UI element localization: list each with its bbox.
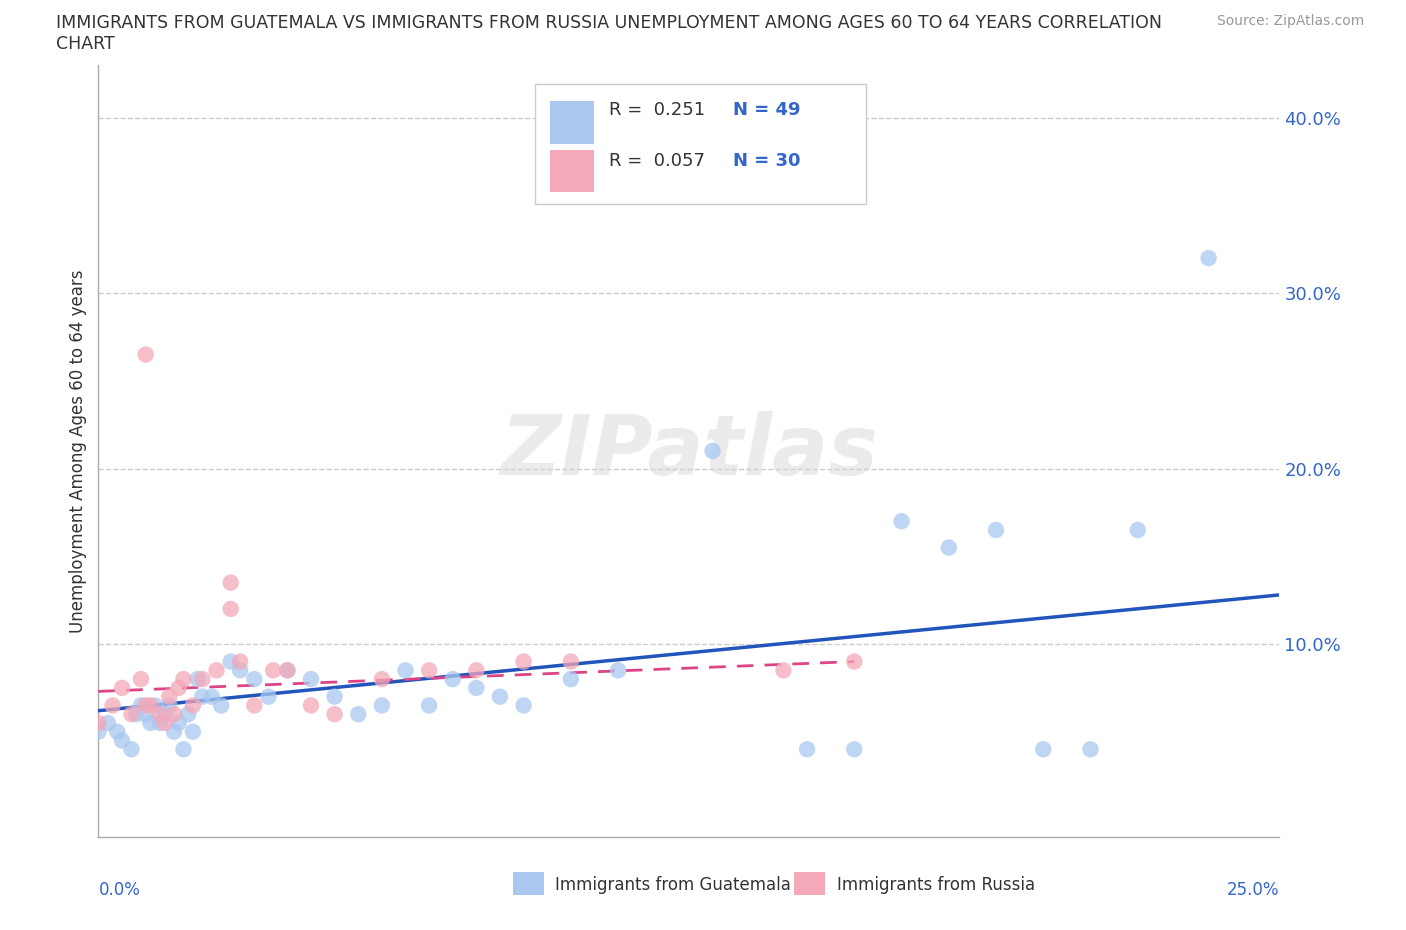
Point bbox=[111, 681, 134, 696]
Point bbox=[87, 715, 110, 730]
Point bbox=[489, 689, 512, 704]
Text: 25.0%: 25.0% bbox=[1227, 881, 1279, 899]
Point bbox=[257, 689, 280, 704]
Point bbox=[772, 663, 794, 678]
Point bbox=[938, 540, 960, 555]
FancyBboxPatch shape bbox=[536, 85, 866, 204]
Point bbox=[121, 707, 143, 722]
Text: CHART: CHART bbox=[56, 35, 115, 53]
Text: IMMIGRANTS FROM GUATEMALA VS IMMIGRANTS FROM RUSSIA UNEMPLOYMENT AMONG AGES 60 T: IMMIGRANTS FROM GUATEMALA VS IMMIGRANTS … bbox=[56, 14, 1163, 32]
Point bbox=[167, 715, 190, 730]
Point bbox=[560, 671, 582, 686]
Point bbox=[219, 654, 242, 669]
Point bbox=[172, 742, 194, 757]
Point bbox=[276, 663, 298, 678]
Point bbox=[157, 689, 180, 704]
Point bbox=[157, 698, 180, 713]
FancyBboxPatch shape bbox=[550, 150, 595, 193]
Point bbox=[101, 698, 124, 713]
Y-axis label: Unemployment Among Ages 60 to 64 years: Unemployment Among Ages 60 to 64 years bbox=[69, 270, 87, 632]
Point bbox=[139, 715, 162, 730]
Point bbox=[143, 698, 166, 713]
Point bbox=[139, 698, 162, 713]
Point bbox=[1080, 742, 1102, 757]
Point bbox=[299, 671, 322, 686]
Text: Immigrants from Russia: Immigrants from Russia bbox=[837, 876, 1035, 895]
Point bbox=[347, 707, 370, 722]
Point bbox=[167, 681, 190, 696]
Point bbox=[209, 698, 232, 713]
Point bbox=[163, 707, 186, 722]
Text: Immigrants from Guatemala: Immigrants from Guatemala bbox=[555, 876, 792, 895]
Point bbox=[219, 575, 242, 590]
Point bbox=[87, 724, 110, 739]
FancyBboxPatch shape bbox=[550, 101, 595, 144]
Point bbox=[796, 742, 818, 757]
Point bbox=[607, 663, 630, 678]
Text: N = 49: N = 49 bbox=[733, 101, 800, 119]
Point bbox=[844, 742, 866, 757]
Point bbox=[219, 602, 242, 617]
Point bbox=[418, 698, 440, 713]
Point bbox=[111, 733, 134, 748]
Point bbox=[702, 444, 724, 458]
Point bbox=[243, 671, 266, 686]
Point bbox=[135, 347, 157, 362]
Point bbox=[441, 671, 464, 686]
Point bbox=[135, 698, 157, 713]
Point bbox=[323, 689, 346, 704]
Point bbox=[560, 654, 582, 669]
Point bbox=[1126, 523, 1149, 538]
Point bbox=[371, 698, 394, 713]
Point bbox=[1032, 742, 1054, 757]
Point bbox=[172, 671, 194, 686]
Text: 0.0%: 0.0% bbox=[98, 881, 141, 899]
Text: R =  0.251: R = 0.251 bbox=[609, 101, 704, 119]
Point bbox=[371, 671, 394, 686]
Point bbox=[229, 663, 252, 678]
Point bbox=[121, 742, 143, 757]
Point bbox=[418, 663, 440, 678]
Point bbox=[1198, 250, 1220, 266]
Point bbox=[890, 513, 912, 528]
Text: Source: ZipAtlas.com: Source: ZipAtlas.com bbox=[1216, 14, 1364, 28]
Point bbox=[191, 671, 214, 686]
Point bbox=[125, 707, 148, 722]
Point bbox=[105, 724, 128, 739]
Point bbox=[276, 663, 298, 678]
Point bbox=[187, 671, 209, 686]
Point bbox=[844, 654, 866, 669]
Point bbox=[394, 663, 416, 678]
Point bbox=[323, 707, 346, 722]
Text: ZIPatlas: ZIPatlas bbox=[501, 410, 877, 492]
Text: N = 30: N = 30 bbox=[733, 152, 800, 169]
Point bbox=[163, 724, 186, 739]
Point bbox=[465, 663, 488, 678]
Point bbox=[149, 715, 172, 730]
Point bbox=[153, 707, 176, 722]
Point bbox=[181, 698, 204, 713]
Point bbox=[129, 698, 152, 713]
Point bbox=[299, 698, 322, 713]
Text: R =  0.057: R = 0.057 bbox=[609, 152, 704, 169]
Point bbox=[229, 654, 252, 669]
Point bbox=[243, 698, 266, 713]
Point bbox=[465, 681, 488, 696]
Point bbox=[149, 707, 172, 722]
Point bbox=[177, 707, 200, 722]
Point bbox=[201, 689, 224, 704]
Point bbox=[97, 715, 120, 730]
Point bbox=[512, 654, 534, 669]
Point bbox=[205, 663, 228, 678]
Point bbox=[129, 671, 152, 686]
Point bbox=[135, 707, 157, 722]
Point bbox=[153, 715, 176, 730]
Point bbox=[191, 689, 214, 704]
Point bbox=[984, 523, 1007, 538]
Point bbox=[512, 698, 534, 713]
Point bbox=[262, 663, 284, 678]
Point bbox=[181, 724, 204, 739]
